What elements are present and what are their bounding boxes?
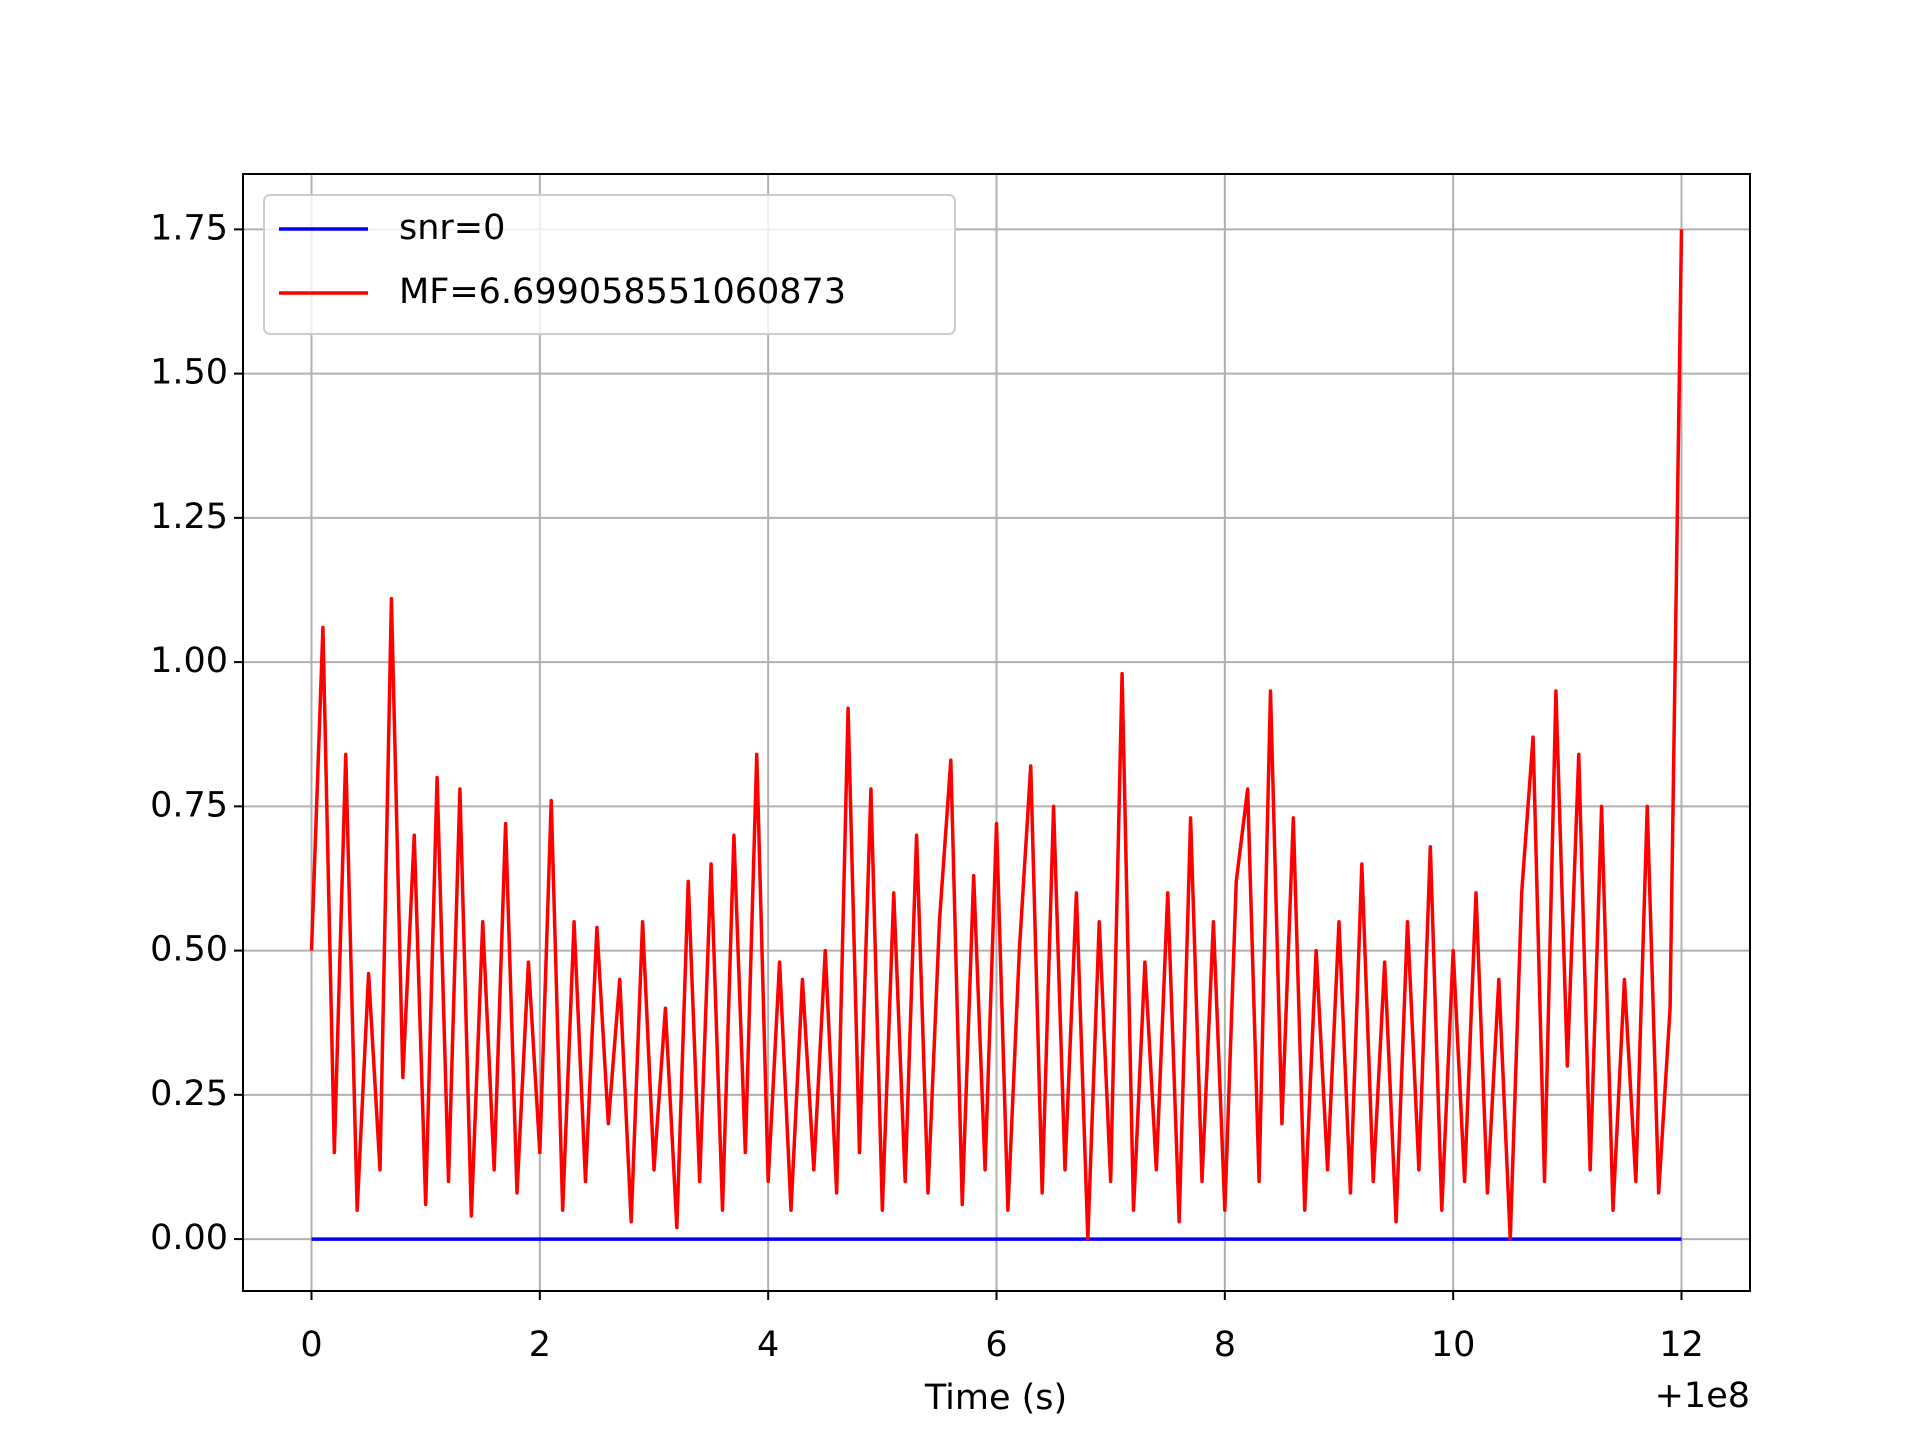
x-tick-label: 12 (1659, 1325, 1704, 1365)
legend: snr=0 MF=6.699058551060873 (263, 194, 956, 335)
legend-label: snr=0 (399, 208, 505, 248)
y-tick-label: 1.50 (150, 353, 228, 393)
y-tick-label: 1.25 (150, 497, 228, 537)
y-tick-label: 0.50 (150, 930, 228, 970)
legend-label: MF=6.699058551060873 (399, 272, 846, 312)
y-tick-label: 0.00 (150, 1218, 228, 1258)
x-offset-label: +1e8 (1655, 1376, 1750, 1416)
ticks: 0 2 4 6 8 10 12 0.00 0.25 0.50 0.75 1.00 1.25 1.50 1.7… (150, 208, 1704, 1365)
legend-box (263, 194, 956, 335)
x-tick-label: 0 (300, 1325, 322, 1365)
x-tick-label: 4 (757, 1325, 779, 1365)
x-tick-label: 6 (985, 1325, 1007, 1365)
y-tick-label: 1.00 (150, 641, 228, 681)
x-tick-label: 10 (1431, 1325, 1476, 1365)
x-tick-label: 8 (1214, 1325, 1236, 1365)
y-tick-label: 0.25 (150, 1074, 228, 1114)
y-tick-label: 0.75 (150, 785, 228, 825)
series-line (309, 229, 1684, 1241)
x-axis-label: Time (s) (924, 1378, 1067, 1418)
plot-area (309, 229, 1684, 1241)
x-tick-label: 2 (529, 1325, 551, 1365)
y-tick-label: 1.75 (150, 208, 228, 248)
